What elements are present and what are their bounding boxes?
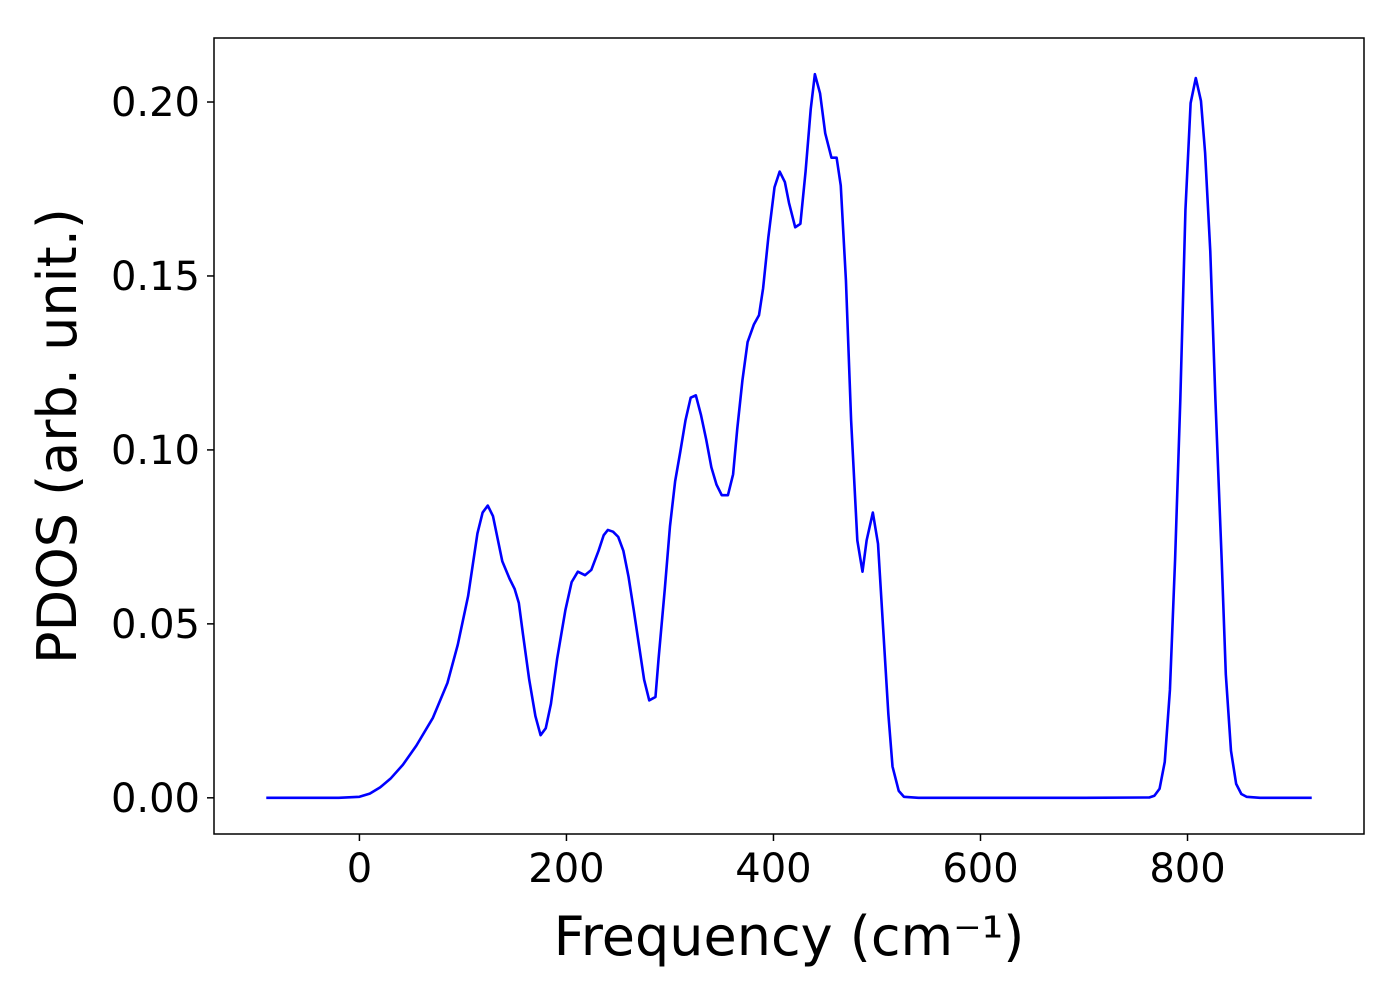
y-tick-label: 0.05 — [111, 602, 200, 648]
x-axis-label: Frequency (cm⁻¹) — [554, 905, 1025, 968]
data-line — [266, 72, 1312, 800]
y-axis-label: PDOS (arb. unit.) — [26, 208, 89, 664]
x-tick-label: 0 — [347, 846, 372, 892]
y-tick-label: 0.00 — [111, 776, 200, 822]
plot-frame — [213, 37, 1365, 835]
y-tick-label: 0.15 — [111, 254, 200, 300]
x-tick-label: 400 — [735, 846, 811, 892]
x-tick-label: 800 — [1149, 846, 1225, 892]
y-tick-label: 0.10 — [111, 428, 200, 474]
x-tick-label: 600 — [942, 846, 1018, 892]
x-tick-label: 200 — [528, 846, 604, 892]
y-tick-label: 0.20 — [111, 80, 200, 126]
